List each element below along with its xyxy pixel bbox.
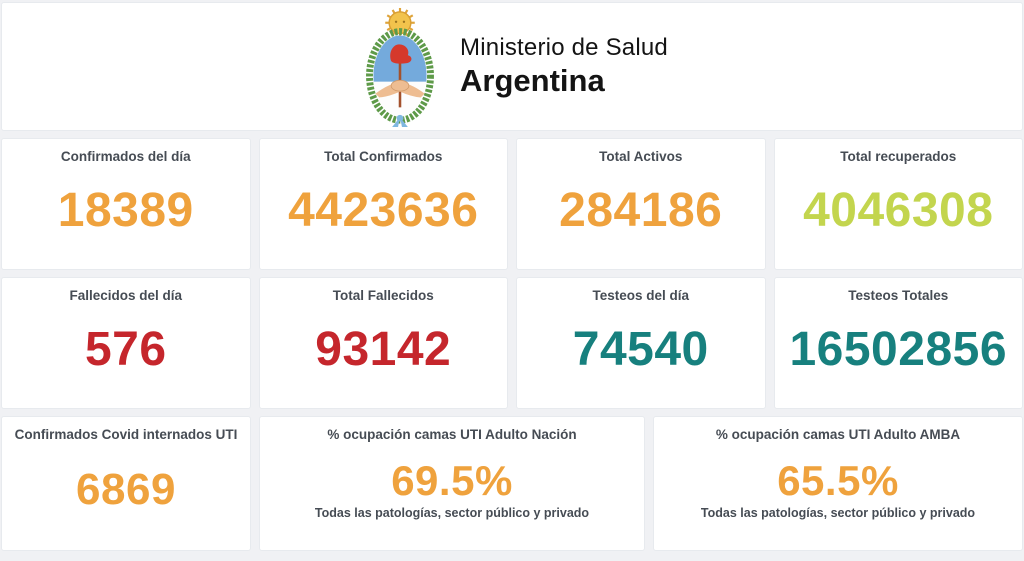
stat-panel-testeos-totales: Testeos Totales 16502856 bbox=[773, 277, 1023, 409]
stat-panel-title: Confirmados del día bbox=[60, 149, 191, 164]
stat-panel-total-recuperados: Total recuperados 4046308 bbox=[773, 138, 1023, 270]
stat-value: 284186 bbox=[559, 183, 723, 237]
stats-row-2: Fallecidos del día 576 Total Fallecidos … bbox=[1, 277, 1023, 409]
stat-panel-title: Total Confirmados bbox=[324, 149, 443, 164]
stat-panel-total-confirmados: Total Confirmados 4423636 bbox=[258, 138, 508, 270]
stat-panel-title: % ocupación camas UTI Adulto Nación bbox=[327, 427, 577, 442]
stat-panel-body: 6869 bbox=[2, 442, 250, 550]
stat-value: 69.5% bbox=[391, 457, 513, 504]
stat-panel-title: Total recuperados bbox=[840, 149, 957, 164]
stat-value: 74540 bbox=[572, 322, 709, 376]
stat-subtitle: Todas las patologías, sector público y p… bbox=[700, 506, 976, 520]
stat-panel-body: 65.5% Todas las patologías, sector públi… bbox=[654, 442, 1022, 550]
stat-value: 4423636 bbox=[288, 183, 479, 237]
header-title-block: Ministerio de Salud Argentina bbox=[460, 34, 668, 98]
stat-value: 4046308 bbox=[803, 183, 994, 237]
stat-panel-testeos-del-dia: Testeos del día 74540 bbox=[516, 277, 766, 409]
phrygian-cap bbox=[390, 43, 412, 64]
shaking-hands bbox=[375, 79, 425, 98]
stat-panel-body: 18389 bbox=[2, 164, 250, 269]
stat-value: 65.5% bbox=[777, 457, 899, 504]
country-title: Argentina bbox=[460, 63, 605, 99]
stat-panel-title: Testeos del día bbox=[592, 288, 690, 303]
stat-panel-body: 4423636 bbox=[260, 164, 508, 269]
stat-panel-body: 74540 bbox=[517, 303, 765, 408]
stats-row-3: Confirmados Covid internados UTI 6869 % … bbox=[1, 416, 1023, 551]
stat-panel-title: % ocupación camas UTI Adulto AMBA bbox=[715, 427, 961, 442]
stat-panel-body: 4046308 bbox=[775, 164, 1023, 269]
ministry-title: Ministerio de Salud bbox=[460, 34, 668, 62]
stat-value: 16502856 bbox=[789, 322, 1008, 376]
stat-panel-title: Total Activos bbox=[599, 149, 683, 164]
stat-value: 93142 bbox=[315, 322, 452, 376]
stat-subtitle: Todas las patologías, sector público y p… bbox=[314, 506, 590, 520]
stat-panel-body: 284186 bbox=[517, 164, 765, 269]
stat-panel-fallecidos-del-dia: Fallecidos del día 576 bbox=[1, 277, 251, 409]
stat-panel-confirmados-del-dia: Confirmados del día 18389 bbox=[1, 138, 251, 270]
stat-panel-body: 576 bbox=[2, 303, 250, 408]
stat-panel-total-fallecidos: Total Fallecidos 93142 bbox=[258, 277, 508, 409]
stat-panel-body: 16502856 bbox=[775, 303, 1023, 408]
stat-panel-title: Fallecidos del día bbox=[69, 288, 183, 303]
stat-value: 18389 bbox=[57, 183, 194, 237]
argentina-coat-of-arms-icon bbox=[366, 7, 434, 127]
stat-panel-total-activos: Total Activos 284186 bbox=[516, 138, 766, 270]
stat-panel-body: 93142 bbox=[260, 303, 508, 408]
stats-row-1: Confirmados del día 18389 Total Confirma… bbox=[1, 138, 1023, 270]
stat-value: 6869 bbox=[76, 465, 176, 514]
stat-panel-ocupacion-camas-uti-adulto-amba: % ocupación camas UTI Adulto AMBA 65.5% … bbox=[653, 416, 1023, 551]
stat-panel-title: Confirmados Covid internados UTI bbox=[14, 427, 238, 442]
stat-panel-confirmados-covid-internados-uti: Confirmados Covid internados UTI 6869 bbox=[1, 416, 251, 551]
stat-panel-title: Testeos Totales bbox=[848, 288, 949, 303]
stat-value: 576 bbox=[84, 322, 167, 376]
stat-panel-title: Total Fallecidos bbox=[332, 288, 434, 303]
stat-panel-body: 69.5% Todas las patologías, sector públi… bbox=[260, 442, 644, 550]
ribbon bbox=[392, 114, 408, 127]
header-panel: Ministerio de Salud Argentina bbox=[1, 2, 1023, 131]
stat-panel-ocupacion-camas-uti-adulto-nacion: % ocupación camas UTI Adulto Nación 69.5… bbox=[259, 416, 645, 551]
